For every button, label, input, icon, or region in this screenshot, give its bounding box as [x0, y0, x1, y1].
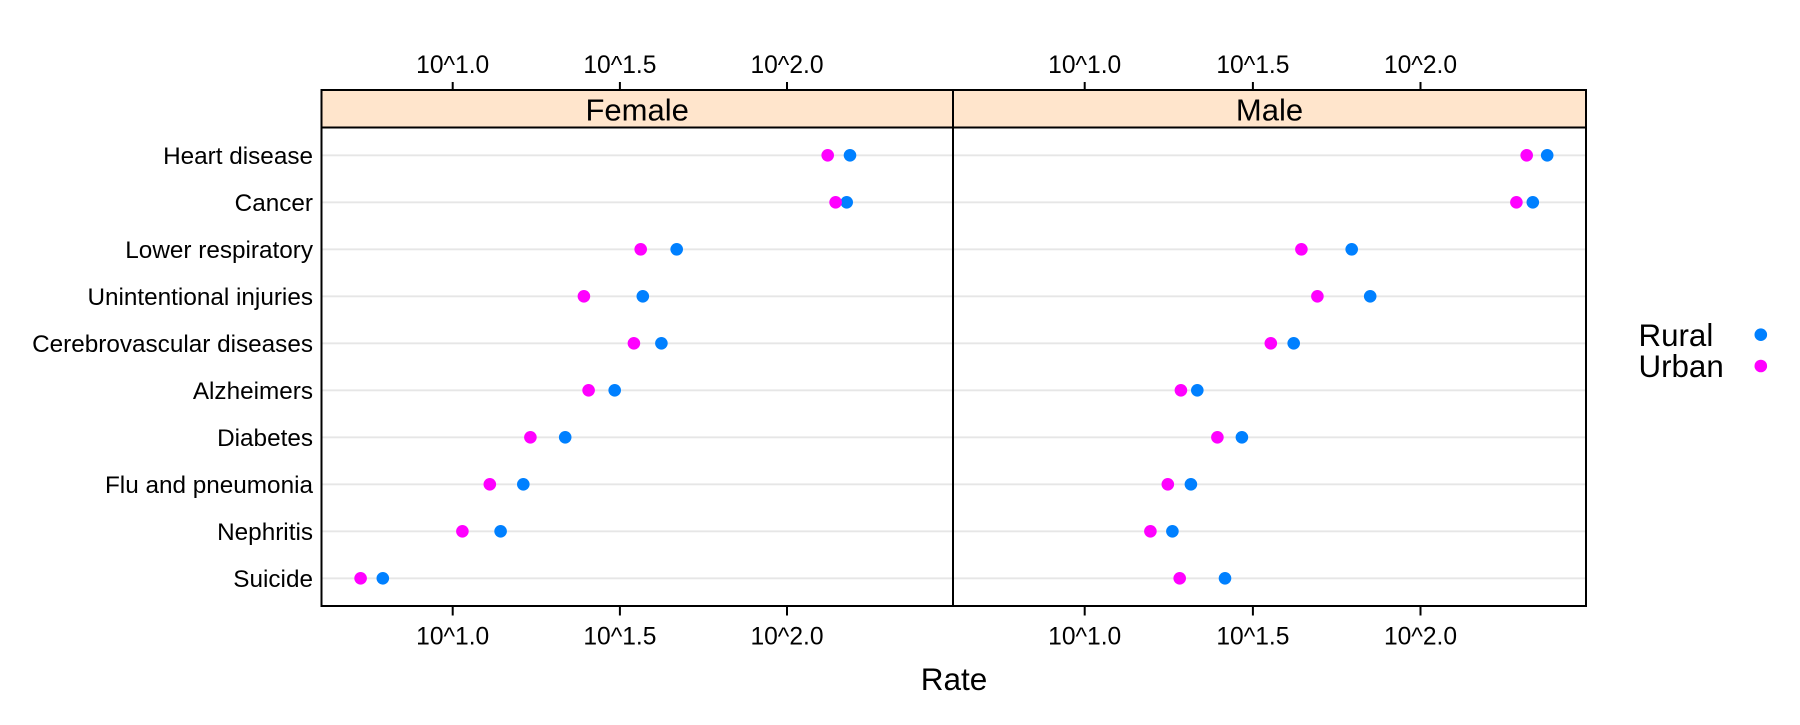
svg-text:Cerebrovascular diseases: Cerebrovascular diseases: [32, 331, 313, 358]
svg-text:10^1.0: 10^1.0: [416, 624, 489, 651]
svg-text:Alzheimers: Alzheimers: [193, 378, 313, 405]
svg-text:Rate: Rate: [921, 661, 988, 697]
svg-text:Rural: Rural: [1639, 318, 1714, 353]
svg-text:10^2.0: 10^2.0: [750, 52, 823, 79]
svg-text:Nephritis: Nephritis: [217, 519, 313, 546]
svg-text:10^1.5: 10^1.5: [583, 624, 656, 651]
svg-text:Heart disease: Heart disease: [163, 143, 313, 170]
svg-text:Urban: Urban: [1639, 349, 1724, 384]
svg-text:10^1.0: 10^1.0: [1048, 624, 1121, 651]
svg-text:10^1.0: 10^1.0: [416, 52, 489, 79]
svg-text:Lower respiratory: Lower respiratory: [125, 237, 314, 264]
svg-text:10^2.0: 10^2.0: [1384, 624, 1457, 651]
svg-text:Unintentional injuries: Unintentional injuries: [87, 284, 313, 311]
svg-text:10^2.0: 10^2.0: [1384, 52, 1457, 79]
svg-text:10^1.0: 10^1.0: [1048, 52, 1121, 79]
svg-text:Suicide: Suicide: [233, 566, 313, 593]
svg-text:Male: Male: [1236, 92, 1303, 127]
svg-text:Flu and pneumonia: Flu and pneumonia: [105, 472, 314, 499]
svg-text:Diabetes: Diabetes: [217, 425, 313, 452]
svg-text:10^1.5: 10^1.5: [1216, 52, 1289, 79]
svg-text:Cancer: Cancer: [235, 190, 313, 217]
svg-text:10^2.0: 10^2.0: [750, 624, 823, 651]
svg-text:10^1.5: 10^1.5: [583, 52, 656, 79]
svg-text:10^1.5: 10^1.5: [1216, 624, 1289, 651]
svg-text:Female: Female: [586, 92, 689, 127]
